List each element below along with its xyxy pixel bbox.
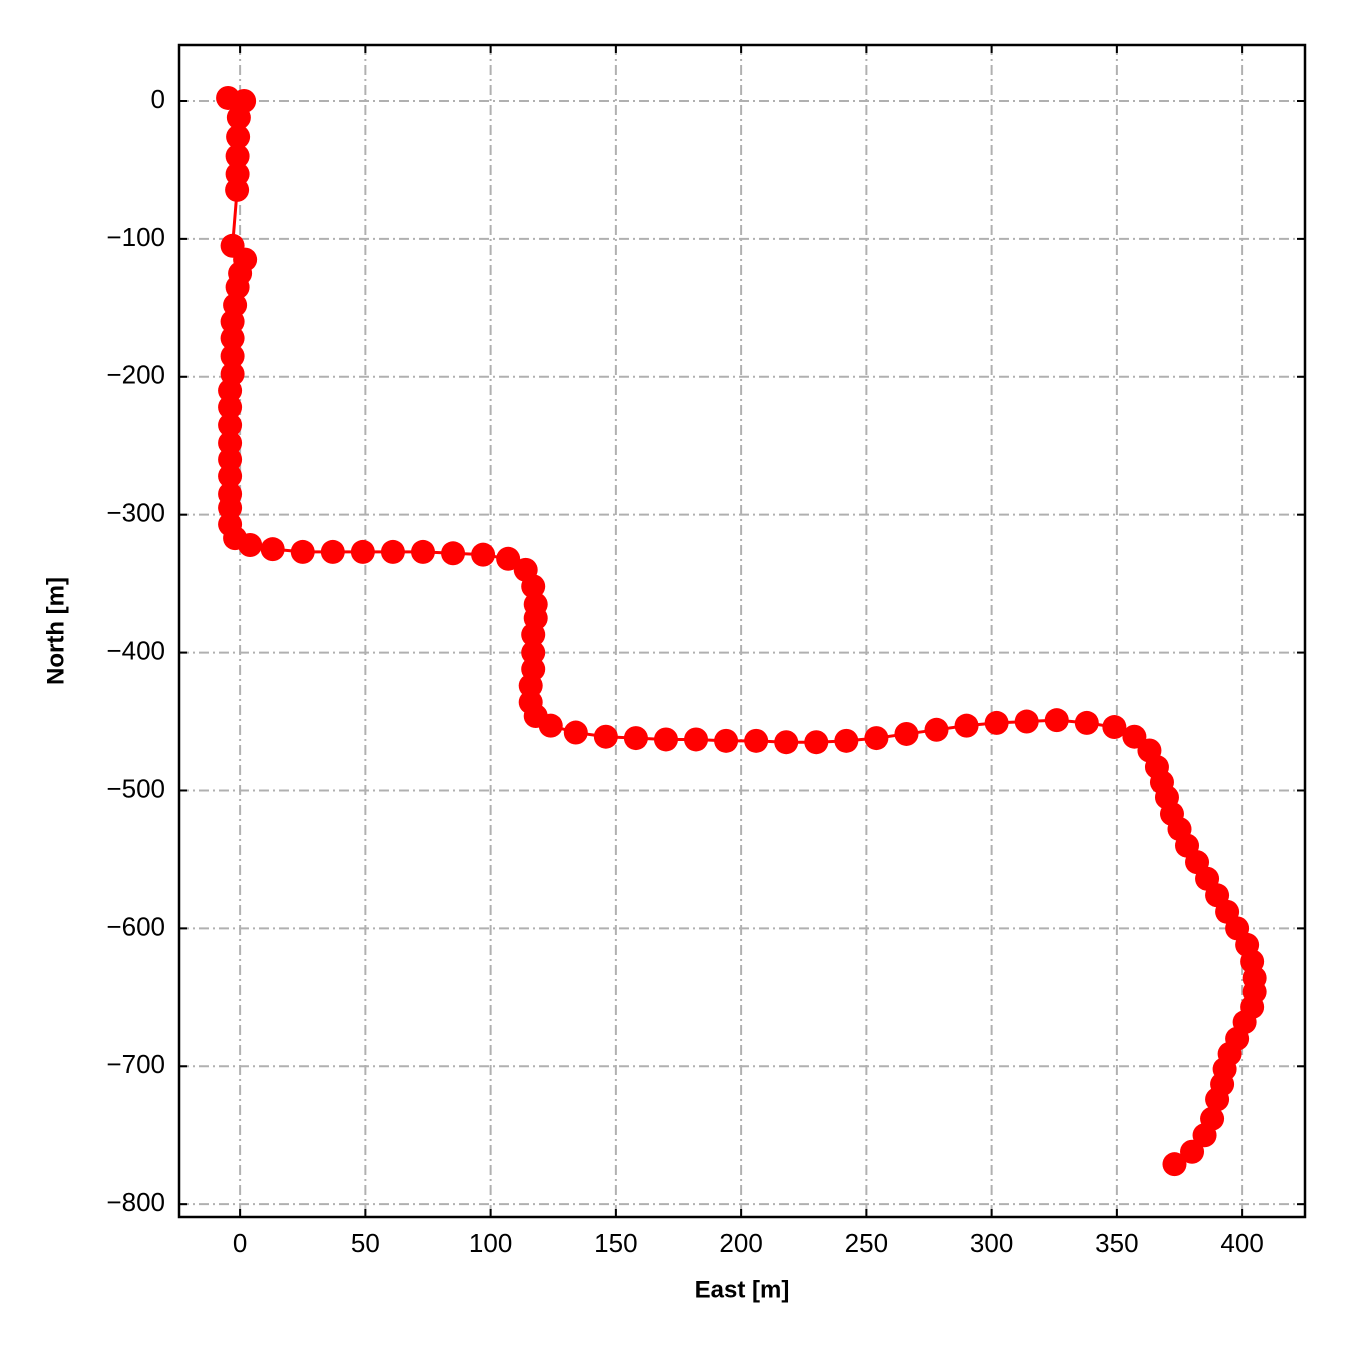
marker	[226, 105, 251, 130]
marker	[521, 574, 546, 599]
marker	[410, 539, 435, 564]
marker	[684, 727, 709, 752]
marker	[260, 537, 285, 562]
marker	[218, 413, 243, 438]
marker	[218, 464, 243, 489]
marker	[441, 541, 466, 566]
x-tick-label: 0	[233, 1228, 247, 1258]
y-tick-label: −300	[106, 498, 165, 528]
marker	[954, 713, 979, 738]
marker	[220, 326, 245, 351]
marker	[218, 447, 243, 472]
marker	[218, 395, 243, 420]
marker	[238, 533, 263, 558]
x-tick-label: 350	[1095, 1228, 1138, 1258]
y-tick-label: 0	[151, 84, 165, 114]
marker	[218, 430, 243, 455]
x-tick-label: 200	[719, 1228, 762, 1258]
y-tick-label: −600	[106, 911, 165, 941]
y-tick-label: −700	[106, 1049, 165, 1079]
marker	[744, 728, 769, 753]
marker	[1102, 715, 1127, 740]
y-tick-label: −500	[106, 773, 165, 803]
x-tick-label: 300	[970, 1228, 1013, 1258]
x-tick-label: 250	[845, 1228, 888, 1258]
marker	[218, 378, 243, 403]
marker	[774, 730, 799, 755]
marker	[834, 728, 859, 753]
marker	[563, 720, 588, 745]
marker	[225, 177, 250, 202]
marker	[1180, 1139, 1205, 1164]
marker	[350, 539, 375, 564]
marker	[1162, 1152, 1187, 1177]
marker	[984, 710, 1009, 735]
marker	[496, 546, 521, 571]
marker	[521, 622, 546, 647]
x-tick-label: 50	[351, 1228, 380, 1258]
marker	[225, 275, 250, 300]
marker	[864, 726, 889, 751]
marker	[894, 721, 919, 746]
marker	[804, 730, 829, 755]
y-tick-label: −100	[106, 222, 165, 252]
marker	[226, 124, 251, 149]
y-tick-label: −200	[106, 360, 165, 390]
marker	[218, 495, 243, 520]
marker	[225, 144, 250, 169]
marker	[1192, 1123, 1217, 1148]
marker	[220, 344, 245, 369]
marker	[521, 640, 546, 665]
y-axis-label: North [m]	[42, 577, 69, 685]
marker	[924, 717, 949, 742]
marker	[471, 542, 496, 567]
marker	[1205, 1087, 1230, 1112]
marker	[714, 728, 739, 753]
x-axis-label: East [m]	[695, 1276, 790, 1303]
marker	[653, 727, 678, 752]
y-tick-label: −800	[106, 1187, 165, 1217]
x-tick-label: 400	[1220, 1228, 1263, 1258]
x-tick-label: 100	[469, 1228, 512, 1258]
marker	[1014, 709, 1039, 734]
x-tick-label: 150	[594, 1228, 637, 1258]
marker	[1074, 710, 1099, 735]
plot-frame	[177, 43, 1307, 1219]
y-tick-label: −400	[106, 635, 165, 665]
marker	[623, 726, 648, 751]
marker	[290, 539, 315, 564]
marker	[593, 724, 618, 749]
marker	[220, 309, 245, 334]
marker	[380, 539, 405, 564]
marker	[518, 673, 543, 698]
marker	[538, 713, 563, 738]
marker	[1044, 708, 1069, 733]
marker	[320, 539, 345, 564]
